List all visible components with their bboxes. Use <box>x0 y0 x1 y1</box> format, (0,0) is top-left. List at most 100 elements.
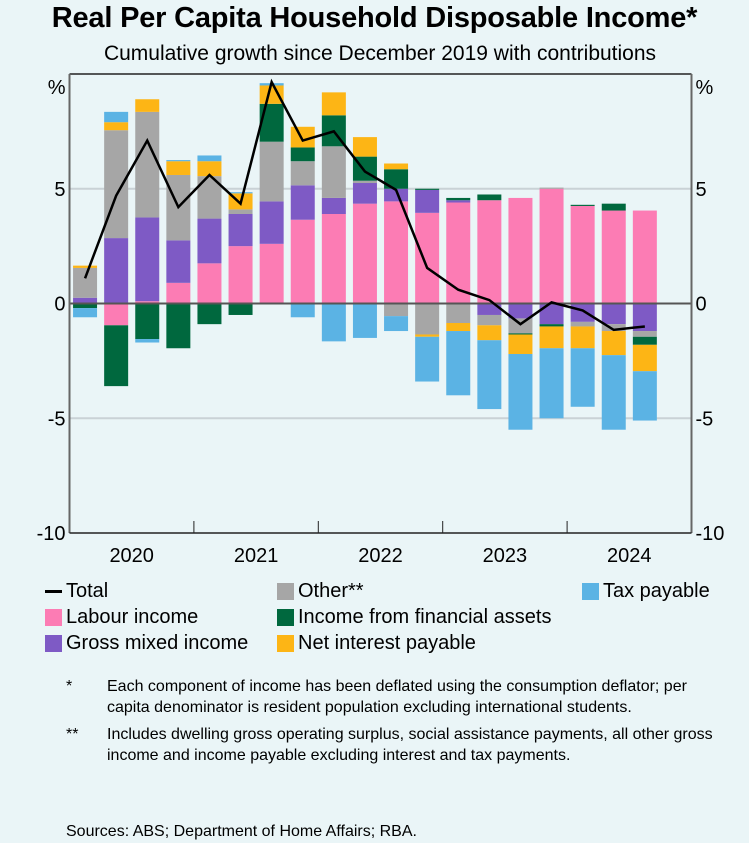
bar-segment-interest <box>384 163 409 170</box>
bar-segment-financial <box>446 197 471 201</box>
bar-segment-other <box>632 331 657 337</box>
bar-segment-tax <box>384 316 409 332</box>
bar-segment-interest <box>415 334 440 337</box>
bar-segment-financial <box>290 147 315 162</box>
legend-label: Tax payable <box>603 579 710 602</box>
bar-segment-financial <box>197 303 222 325</box>
y-tick-label-right: -10 <box>696 523 725 545</box>
bar-segment-tax <box>135 339 160 343</box>
legend-swatch-labour <box>45 608 62 626</box>
bar-segment-labour <box>228 246 253 304</box>
bar-segment-other <box>601 324 626 332</box>
footnote-text: Includes dwelling gross operating surplu… <box>107 726 713 764</box>
bar-segment-interest <box>166 161 191 175</box>
bar-segment-interest <box>104 122 129 131</box>
legend-item-tax: Tax payable <box>582 578 710 604</box>
bar-segment-tax <box>415 336 440 382</box>
bar-segment-mixed <box>477 303 502 315</box>
legend: Total Other** Tax payable Labour income … <box>45 578 735 658</box>
chart-subtitle: Cumulative growth since December 2019 wi… <box>103 42 657 65</box>
bar-segment-labour <box>321 213 346 304</box>
bar-segment-financial <box>415 188 440 190</box>
bar-segment-mixed <box>166 240 191 283</box>
axes-group: 2020 2021 2022 2023 2024 -10 -10 -5 -5 0 0 5 5%% <box>37 73 725 567</box>
bar-segment-labour <box>104 303 129 326</box>
y-unit-left: % <box>48 77 66 99</box>
legend-label: Net interest payable <box>298 631 476 654</box>
bar-segment-interest <box>290 126 315 148</box>
legend-swatch-mixed <box>45 634 62 652</box>
legend-item-interest: Net interest payable <box>277 630 476 656</box>
bar-segment-other <box>228 209 253 214</box>
bars-group <box>73 83 657 430</box>
bar-segment-financial <box>228 303 253 315</box>
bar-segment-interest <box>446 323 471 332</box>
bar-segment-labour <box>570 205 595 304</box>
bar-segment-labour <box>632 210 657 304</box>
legend-item-other: Other** <box>277 578 364 604</box>
footnote-text: Each component of income has been deflat… <box>107 678 687 716</box>
bar-segment-tax <box>632 371 657 421</box>
bar-segment-financial <box>477 194 502 201</box>
bar-segment-mixed <box>259 201 284 244</box>
footnote-mark: * <box>66 678 73 695</box>
legend-swatch-total <box>45 589 62 593</box>
bar-segment-other <box>446 303 471 324</box>
y-unit-right: % <box>696 77 714 99</box>
chart-title: Real Per Capita Household Disposable Inc… <box>51 2 698 34</box>
y-tick-label-left: -5 <box>48 408 66 430</box>
bar-segment-tax <box>446 331 471 396</box>
bar-segment-interest <box>508 334 533 354</box>
bar-segment-mixed <box>321 197 346 214</box>
bar-segment-labour <box>477 200 502 304</box>
x-tick-label: 2021 <box>234 545 279 567</box>
y-tick-label-right: 5 <box>696 179 707 201</box>
x-tick-label: 2024 <box>607 545 652 567</box>
chart-svg: 2020 2021 2022 2023 2024 -10 -10 -5 -5 0 0 5 5%% <box>37 73 725 567</box>
legend-label: Total <box>66 579 109 602</box>
bar-segment-other <box>352 180 377 184</box>
x-tick-label: 2020 <box>109 545 154 567</box>
bar-segment-interest <box>477 325 502 341</box>
bar-segment-labour <box>446 202 471 304</box>
bar-segment-mixed <box>352 183 377 204</box>
bar-segment-mixed <box>508 303 533 319</box>
bar-segment-other <box>135 111 160 218</box>
footnotes: * Each component of income has been defl… <box>66 676 726 772</box>
x-tick-label: 2023 <box>483 545 528 567</box>
x-tick-label: 2022 <box>358 545 403 567</box>
bar-segment-other <box>321 146 346 198</box>
bar-segment-labour <box>135 301 160 304</box>
bar-segment-tax <box>290 303 315 318</box>
bar-segment-financial <box>539 324 564 327</box>
legend-swatch-tax <box>582 582 599 600</box>
bar-segment-interest <box>73 265 98 268</box>
bar-segment-financial <box>104 325 129 387</box>
bar-segment-labour <box>290 219 315 304</box>
bar-segment-tax <box>352 303 377 338</box>
bar-segment-labour <box>352 203 377 304</box>
bar-segment-other <box>415 303 440 335</box>
bar-segment-mixed <box>228 213 253 247</box>
bar-segment-tax <box>539 348 564 419</box>
bar-segment-interest <box>352 137 377 157</box>
bar-segment-interest <box>570 326 595 349</box>
bar-segment-other <box>477 314 502 326</box>
total-line <box>83 78 645 332</box>
bar-segment-mixed <box>290 185 315 220</box>
bar-segment-other <box>508 318 533 334</box>
legend-label: Income from financial assets <box>298 605 552 628</box>
bar-segment-tax <box>228 192 253 194</box>
bar-segment-mixed <box>446 200 471 203</box>
bar-segment-labour <box>384 201 409 304</box>
bar-segment-other <box>539 187 564 189</box>
bar-segment-mixed <box>135 217 160 302</box>
legend-swatch-other <box>277 582 294 600</box>
bar-segment-interest <box>321 92 346 116</box>
bar-segment-interest <box>135 99 160 112</box>
bar-segment-interest <box>259 85 284 104</box>
bar-segment-other <box>290 161 315 186</box>
legend-label: Gross mixed income <box>66 631 249 654</box>
legend-label: Labour income <box>66 605 199 628</box>
total-line-group <box>83 78 645 332</box>
